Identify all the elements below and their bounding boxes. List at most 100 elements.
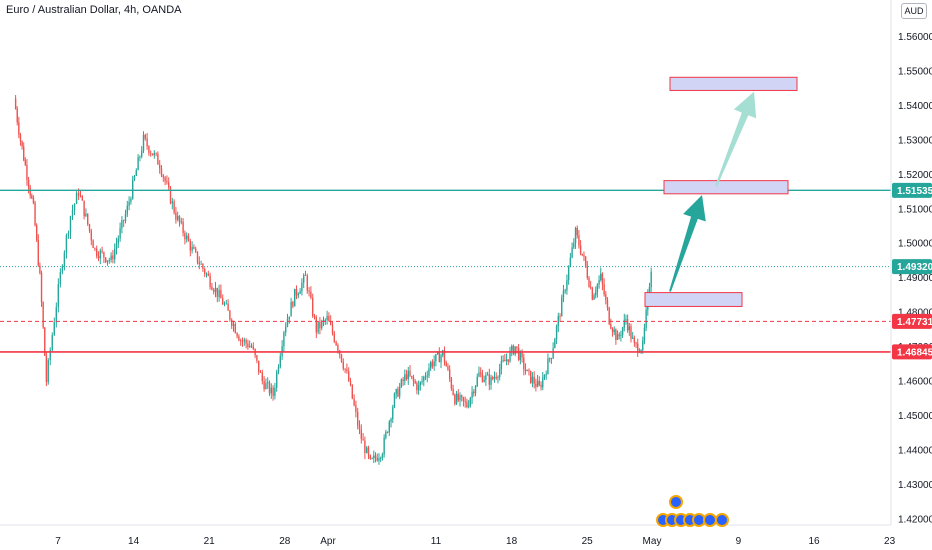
candle-body <box>330 321 332 325</box>
candle <box>628 323 631 336</box>
candle <box>31 193 33 200</box>
candle-body <box>164 177 166 182</box>
candle-body <box>124 213 127 221</box>
candle <box>277 364 280 375</box>
candle <box>488 368 491 391</box>
event-icon[interactable] <box>669 495 683 509</box>
event-icon[interactable] <box>703 513 717 527</box>
candle <box>88 223 91 233</box>
arrows-layer <box>669 91 757 292</box>
candle <box>32 195 35 205</box>
candle <box>142 131 145 154</box>
currency-badge[interactable]: AUD <box>901 3 927 19</box>
candle <box>204 267 206 278</box>
candle <box>566 274 568 295</box>
candle-body <box>464 401 466 402</box>
candle-body <box>303 275 305 283</box>
candle <box>169 185 172 205</box>
candle <box>538 376 541 387</box>
candle-body <box>61 266 64 273</box>
candle <box>153 150 155 159</box>
candle <box>407 366 409 385</box>
time-tick-label: 21 <box>204 536 216 547</box>
candle <box>600 267 602 282</box>
candle <box>270 383 272 399</box>
candle-body <box>524 369 527 372</box>
candle-body <box>650 272 652 287</box>
candle <box>283 330 285 353</box>
candle-body <box>202 264 204 269</box>
candle-body <box>322 319 325 322</box>
candle-body <box>294 288 296 307</box>
candle-body <box>574 227 577 244</box>
candle-body <box>545 374 547 375</box>
candle <box>173 199 175 215</box>
candle-body <box>108 260 110 261</box>
candle-body <box>139 156 141 158</box>
candle-body <box>538 380 541 385</box>
candle <box>461 394 463 402</box>
candle-body <box>94 247 96 249</box>
candle <box>530 370 532 384</box>
candle <box>330 315 332 326</box>
candle-body <box>633 337 636 343</box>
price-tag-bg <box>892 259 932 275</box>
candle-body <box>616 334 619 340</box>
candle <box>243 337 245 346</box>
candle <box>128 196 130 211</box>
candle-body <box>511 345 513 351</box>
time-tick-label: 25 <box>582 536 594 547</box>
candle-body <box>648 286 651 294</box>
candle <box>579 239 582 256</box>
candle-body <box>588 278 590 287</box>
candle-body <box>92 240 94 248</box>
candle <box>438 347 441 363</box>
candle-body <box>474 385 477 394</box>
time-axis: 7 14 21 28 Apr 11 18 25 May 9 16 23 <box>55 536 895 547</box>
candle <box>55 302 58 328</box>
candle <box>96 245 98 259</box>
candle <box>63 250 66 271</box>
candle <box>450 376 453 391</box>
candle <box>511 344 513 357</box>
candle <box>447 363 449 371</box>
price-tag-bg <box>892 182 932 198</box>
candle-body <box>245 339 247 344</box>
candle-body <box>630 326 632 339</box>
candle-body <box>128 201 130 206</box>
price-axis: 1.420001.430001.440001.450001.460001.470… <box>898 32 932 525</box>
candle <box>290 297 292 317</box>
candle <box>490 374 492 390</box>
candle-body <box>626 319 629 331</box>
candle <box>144 133 146 141</box>
candle-body <box>447 366 449 370</box>
event-icons[interactable] <box>656 495 729 527</box>
price-tags: 1.51535 1.49320 1.47731 1.46845 <box>892 182 932 360</box>
candle <box>476 373 478 388</box>
candle <box>211 282 213 291</box>
candle <box>178 215 181 227</box>
candle-body <box>517 348 520 360</box>
candle <box>471 386 473 405</box>
event-icon[interactable] <box>715 513 729 527</box>
candle <box>467 400 470 409</box>
candle-body <box>490 377 492 385</box>
candle <box>586 261 589 280</box>
candle <box>348 367 350 382</box>
candle-body <box>459 395 461 401</box>
time-tick-label: 14 <box>128 536 140 547</box>
candle-body <box>469 398 472 406</box>
candle-body <box>643 327 646 341</box>
candle <box>360 424 362 444</box>
candle <box>229 309 231 322</box>
candle-body <box>261 372 263 382</box>
candle <box>371 457 373 460</box>
candle-body <box>483 379 485 382</box>
candle-body <box>358 425 361 430</box>
last-price-price-tag: 1.49320 <box>892 259 932 275</box>
candle <box>412 374 415 387</box>
candle <box>442 349 444 358</box>
time-tick-label: 28 <box>279 536 291 547</box>
candle <box>301 278 303 296</box>
